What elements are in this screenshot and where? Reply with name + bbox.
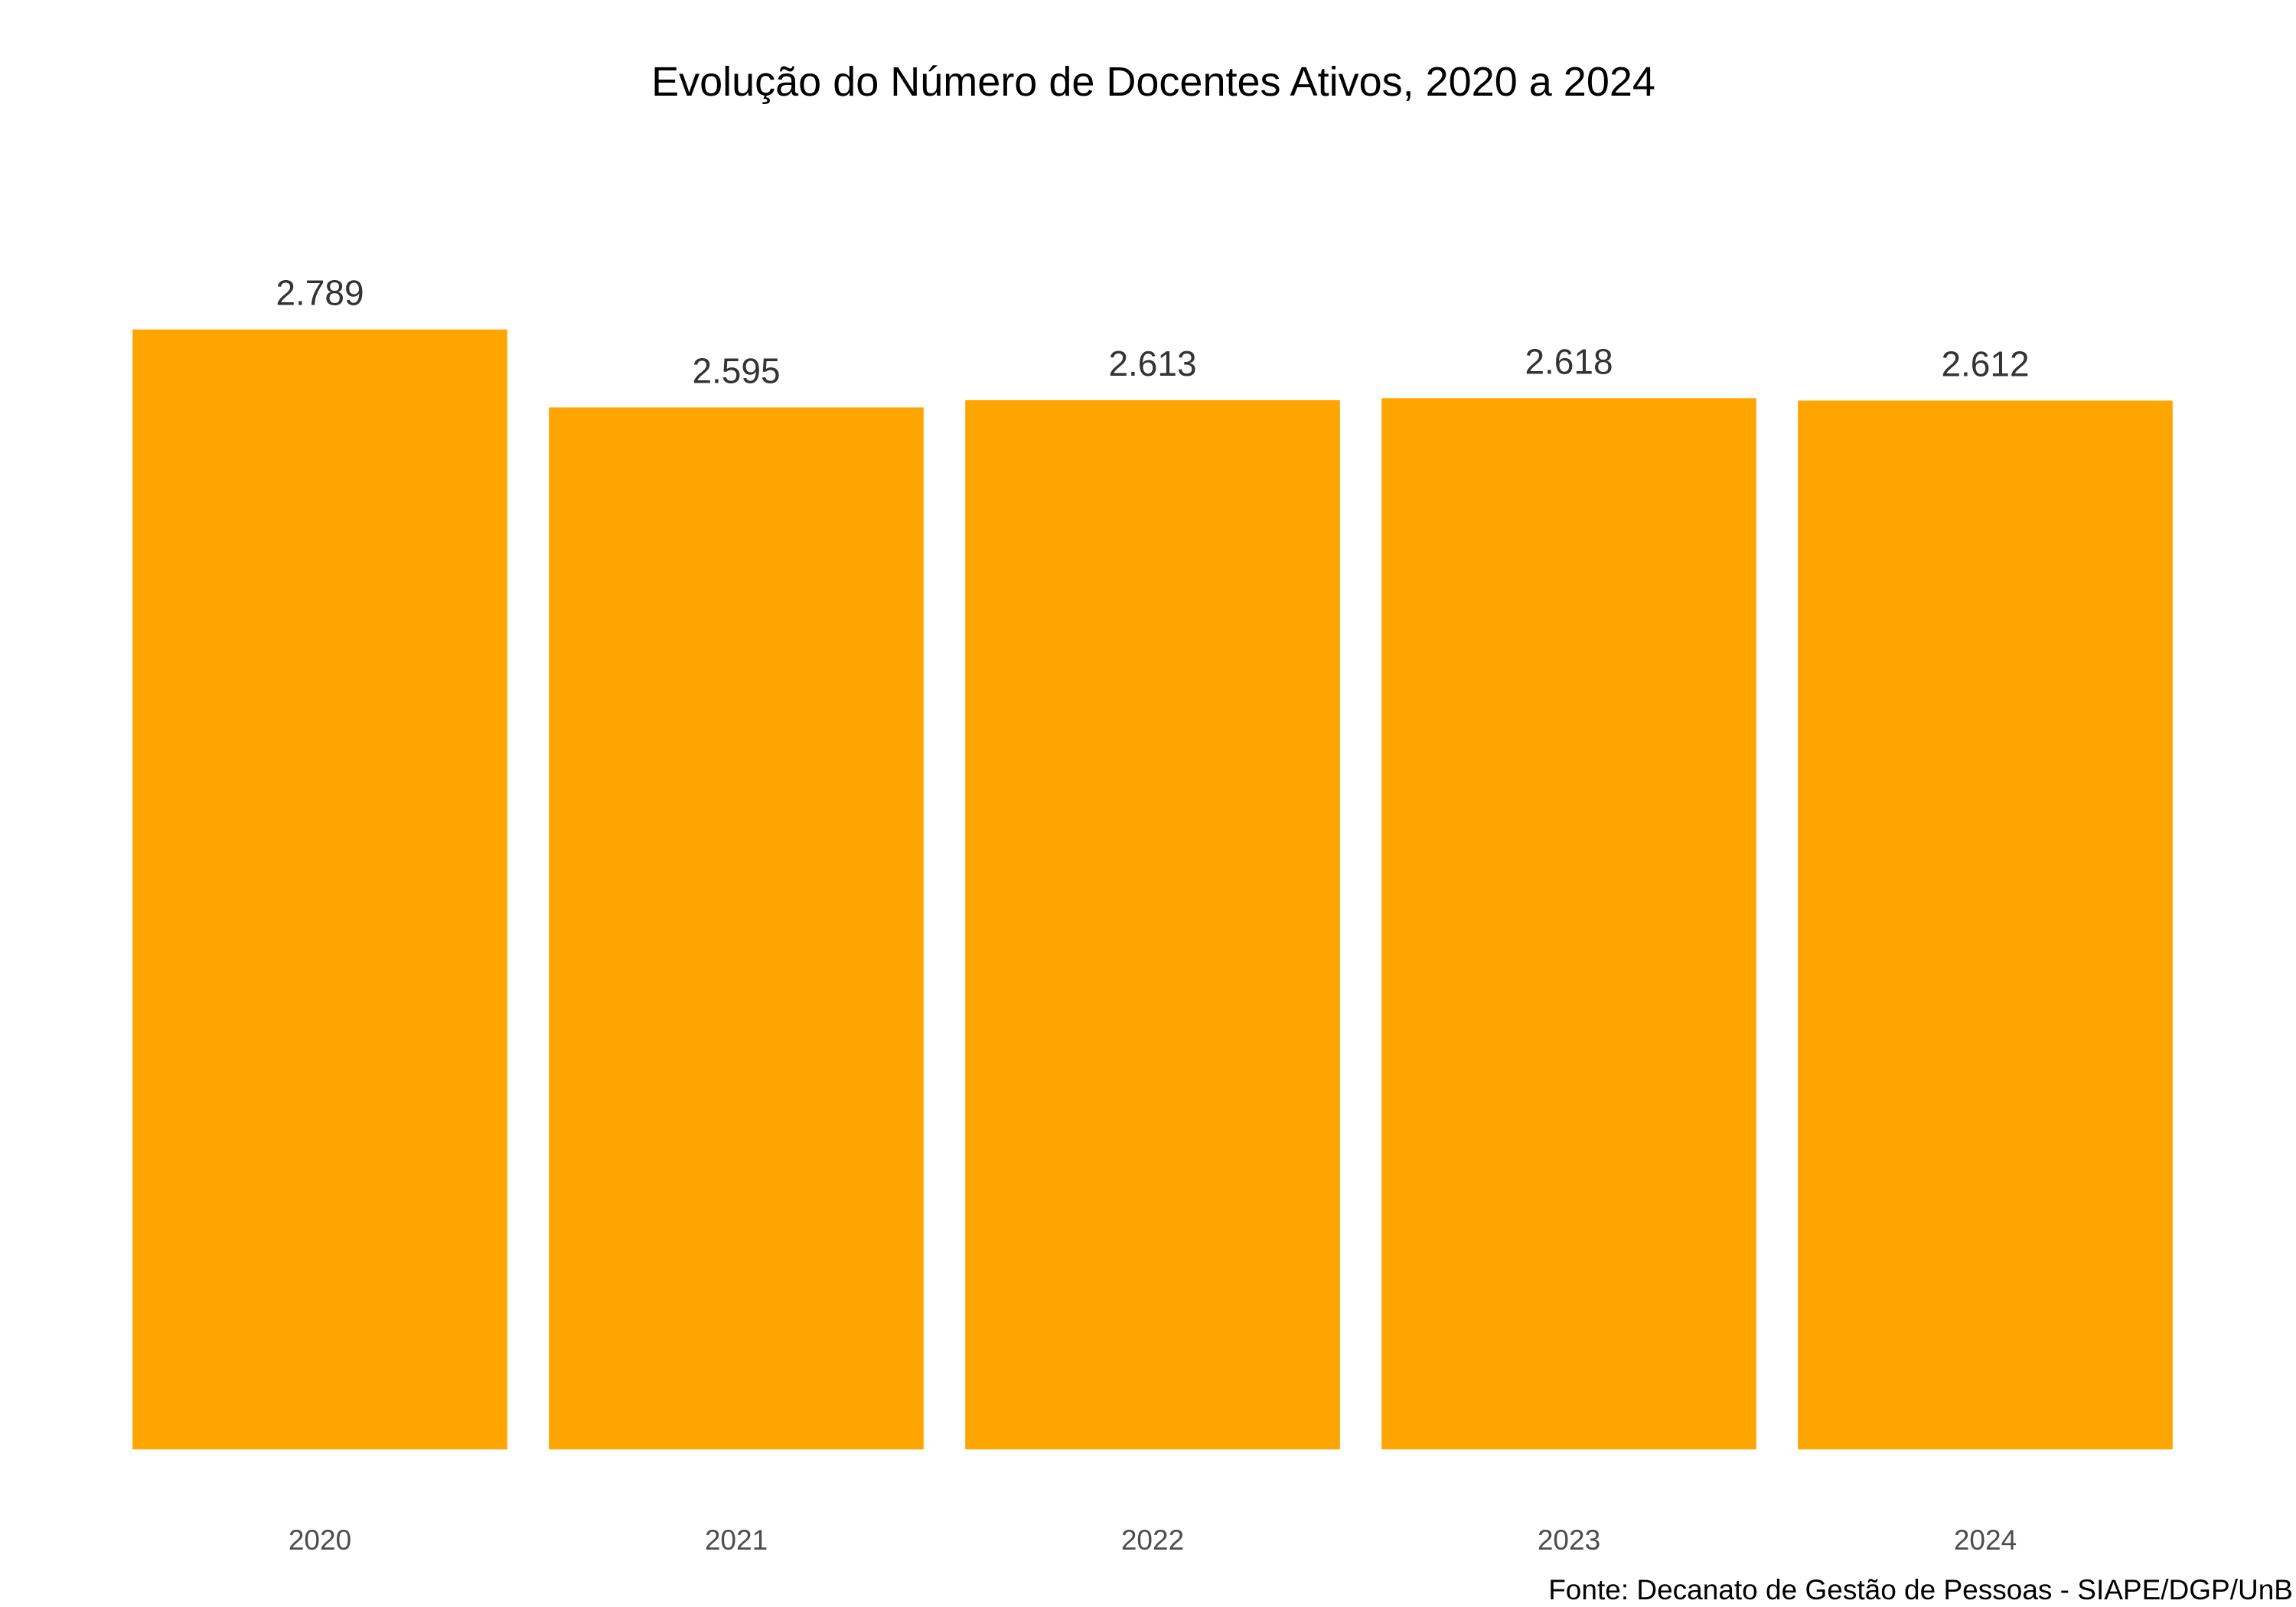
value-label-2024: 2.612 bbox=[1941, 344, 2029, 384]
chart-source-caption: Fonte: Decanato de Gestão de Pessoas - S… bbox=[1548, 1574, 2293, 1605]
bar-2020 bbox=[132, 329, 507, 1450]
x-tick-label-2022: 2022 bbox=[1121, 1524, 1184, 1556]
bar-2023 bbox=[1381, 398, 1756, 1449]
value-label-2023: 2.618 bbox=[1525, 341, 1613, 381]
bar-2022 bbox=[965, 400, 1340, 1449]
value-label-2021: 2.595 bbox=[692, 350, 780, 390]
x-tick-label-2023: 2023 bbox=[1538, 1524, 1600, 1556]
x-tick-label-2021: 2021 bbox=[705, 1524, 768, 1556]
x-axis-tick-labels: 2020 2021 2022 2023 2024 bbox=[289, 1524, 2017, 1556]
bars-group bbox=[132, 329, 2173, 1450]
chart-title: Evolução do Número de Docentes Ativos, 2… bbox=[651, 59, 1655, 105]
value-label-2020: 2.789 bbox=[276, 273, 364, 313]
value-label-2022: 2.613 bbox=[1108, 344, 1196, 383]
bar-2024 bbox=[1798, 400, 2173, 1449]
bar-2021 bbox=[549, 407, 924, 1449]
value-labels-group: 2.789 2.595 2.613 2.618 2.612 bbox=[276, 273, 2029, 391]
x-tick-label-2024: 2024 bbox=[1954, 1524, 2017, 1556]
x-tick-label-2020: 2020 bbox=[289, 1524, 351, 1556]
